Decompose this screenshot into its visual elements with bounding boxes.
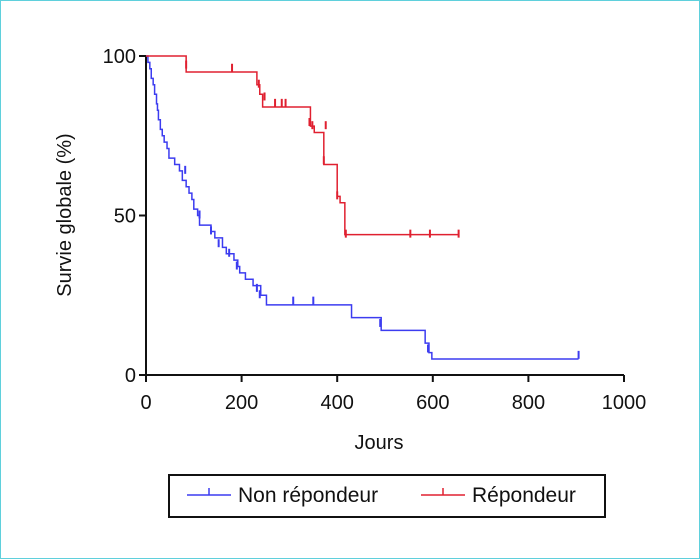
axes (145, 56, 624, 376)
series-line-non-repondeur (146, 55, 579, 360)
legend-label-non-repondeur: Non répondeur (238, 484, 378, 507)
ticks: 0 200 400 600 800 1000 0 50 100 (103, 46, 647, 414)
x-tick-label: 0 (140, 392, 151, 414)
x-tick-label: 800 (512, 392, 545, 414)
legend-box (168, 474, 606, 518)
legend-entry-non-repondeur: Non répondeur (187, 484, 378, 507)
legend-label-repondeur: Répondeur (472, 484, 576, 507)
x-axis-label: Jours (355, 432, 404, 454)
y-axis-label: Survie globale (%) (54, 133, 76, 296)
x-tick-label: 200 (225, 392, 258, 414)
series-layer (146, 55, 580, 360)
x-tick-label: 1000 (602, 392, 647, 414)
legend-entry-repondeur: Répondeur (421, 484, 576, 507)
y-tick-label: 50 (114, 206, 136, 228)
x-tick-label: 600 (416, 392, 449, 414)
x-tick-label: 400 (321, 392, 354, 414)
series-line-repondeur (146, 55, 460, 236)
legend: Non répondeur Répondeur (168, 474, 606, 518)
y-tick-label: 100 (103, 46, 136, 68)
y-tick-label: 0 (125, 365, 136, 387)
